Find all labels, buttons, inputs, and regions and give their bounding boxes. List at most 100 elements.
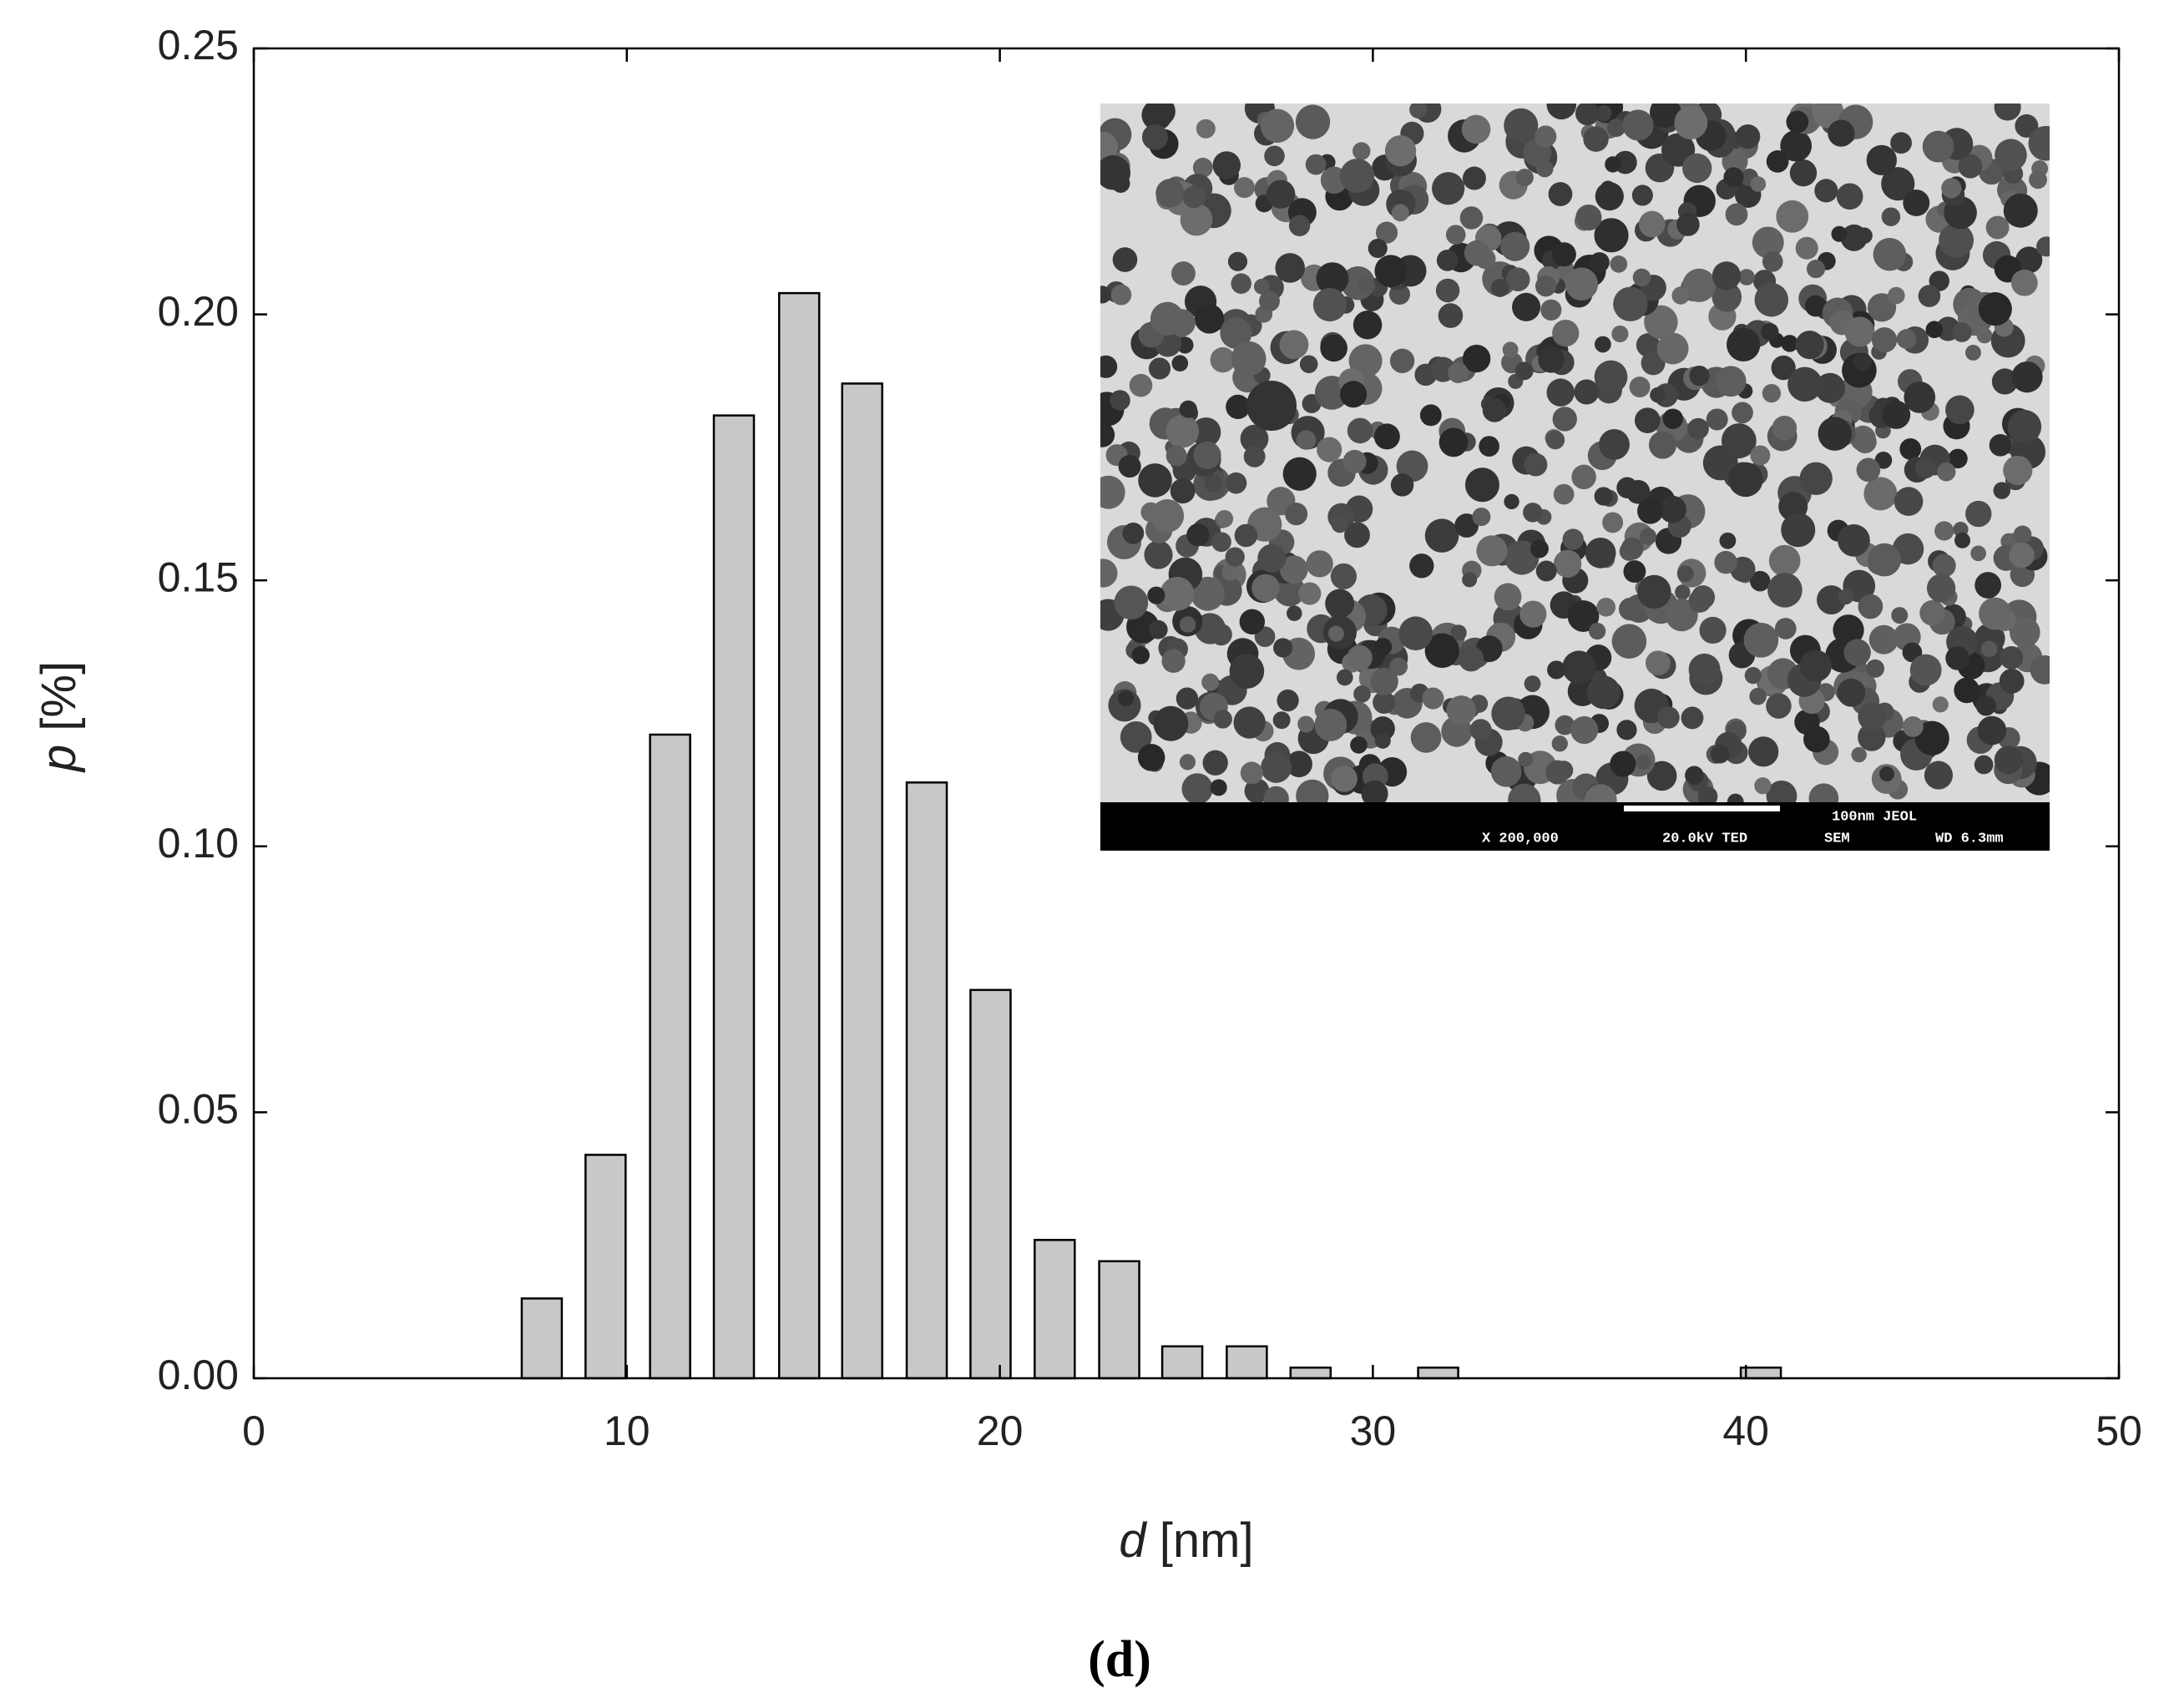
particle bbox=[1799, 462, 1833, 495]
y-label-symbol: p bbox=[32, 745, 86, 773]
particle bbox=[1806, 260, 1826, 279]
particle bbox=[1182, 185, 1206, 209]
sem-particles bbox=[1100, 104, 2050, 802]
particle bbox=[1508, 783, 1541, 802]
particle bbox=[1750, 445, 1771, 466]
particle bbox=[1454, 513, 1479, 538]
particle bbox=[1866, 144, 1897, 176]
plot-frame bbox=[252, 47, 2121, 1380]
particle bbox=[1176, 687, 1199, 710]
particle bbox=[1818, 417, 1852, 451]
particle bbox=[1710, 744, 1730, 764]
particle bbox=[1712, 261, 1742, 291]
particle bbox=[1384, 135, 1417, 167]
particle bbox=[1781, 335, 1798, 352]
particle bbox=[1314, 709, 1347, 741]
particle bbox=[1179, 400, 1197, 418]
particle bbox=[1780, 129, 1813, 162]
particle bbox=[1856, 457, 1881, 483]
particle bbox=[1749, 570, 1771, 592]
particle bbox=[1702, 445, 1738, 481]
particle bbox=[1768, 544, 1801, 577]
particle bbox=[1786, 110, 1809, 134]
particle bbox=[1715, 366, 1747, 397]
particle bbox=[1348, 344, 1383, 378]
particle bbox=[1868, 543, 1901, 577]
particle bbox=[1490, 755, 1522, 787]
particle bbox=[1295, 104, 1331, 139]
particle bbox=[1754, 282, 1789, 317]
particle bbox=[1596, 597, 1616, 617]
particle bbox=[1153, 705, 1189, 741]
particle bbox=[1312, 287, 1347, 322]
particle bbox=[1881, 167, 1915, 201]
particle bbox=[1662, 408, 1683, 429]
particle bbox=[1436, 250, 1459, 271]
particle bbox=[1519, 600, 1547, 628]
particle bbox=[1194, 304, 1225, 334]
particle bbox=[1138, 463, 1172, 498]
particle bbox=[1978, 292, 2012, 326]
particle bbox=[1482, 397, 1507, 422]
voltage: 20.0kV TED bbox=[1662, 831, 1747, 846]
particle bbox=[1723, 167, 1744, 188]
particle bbox=[1161, 649, 1186, 673]
particle bbox=[1472, 508, 1491, 527]
particle bbox=[2003, 455, 2033, 486]
particle bbox=[1646, 761, 1677, 791]
particle bbox=[1336, 669, 1353, 686]
particle bbox=[1398, 616, 1433, 651]
bar bbox=[1226, 1345, 1268, 1380]
particle bbox=[1599, 429, 1630, 460]
particle bbox=[1979, 597, 2011, 630]
particle bbox=[1110, 390, 1130, 411]
particle bbox=[1650, 387, 1666, 403]
particle bbox=[1637, 574, 1671, 609]
particle bbox=[1410, 722, 1442, 753]
particle bbox=[1902, 716, 1924, 737]
particle bbox=[2029, 170, 2047, 189]
particle bbox=[1970, 545, 1987, 562]
particle bbox=[1524, 675, 1541, 692]
particle bbox=[1160, 576, 1195, 611]
particle bbox=[1607, 119, 1626, 138]
particle bbox=[1831, 225, 1848, 242]
particle bbox=[1687, 417, 1709, 440]
particle bbox=[1374, 255, 1408, 288]
bar bbox=[1160, 1345, 1204, 1380]
particle bbox=[1637, 498, 1664, 524]
particle bbox=[1536, 159, 1554, 178]
particle bbox=[1570, 715, 1599, 745]
particle bbox=[1260, 109, 1295, 143]
particle bbox=[1878, 766, 1894, 782]
scale-text: 100nm JEOL bbox=[1832, 809, 1917, 825]
particle bbox=[1589, 622, 1606, 640]
particle bbox=[2015, 246, 2043, 274]
particle bbox=[1253, 278, 1270, 295]
particle bbox=[1958, 154, 1983, 179]
particle bbox=[1100, 155, 1131, 190]
particle bbox=[1251, 574, 1280, 603]
particle bbox=[1994, 104, 2021, 121]
particle bbox=[1547, 660, 1566, 680]
particle bbox=[1866, 659, 1885, 678]
particle bbox=[1288, 215, 1311, 236]
particle bbox=[1353, 142, 1371, 160]
particle bbox=[1602, 512, 1624, 533]
particle bbox=[1545, 760, 1570, 785]
particle bbox=[1546, 378, 1575, 407]
particle bbox=[1234, 523, 1258, 548]
particle bbox=[1264, 145, 1285, 167]
particle bbox=[1110, 284, 1132, 306]
particle bbox=[1754, 777, 1772, 795]
particle bbox=[1626, 479, 1651, 504]
particle bbox=[1749, 687, 1767, 705]
particle bbox=[1896, 329, 1917, 349]
particle bbox=[1766, 780, 1797, 802]
particle bbox=[1567, 600, 1600, 632]
particle bbox=[1204, 473, 1223, 493]
particle bbox=[1266, 179, 1296, 209]
particle bbox=[1980, 640, 1998, 658]
particle bbox=[1776, 200, 1809, 233]
